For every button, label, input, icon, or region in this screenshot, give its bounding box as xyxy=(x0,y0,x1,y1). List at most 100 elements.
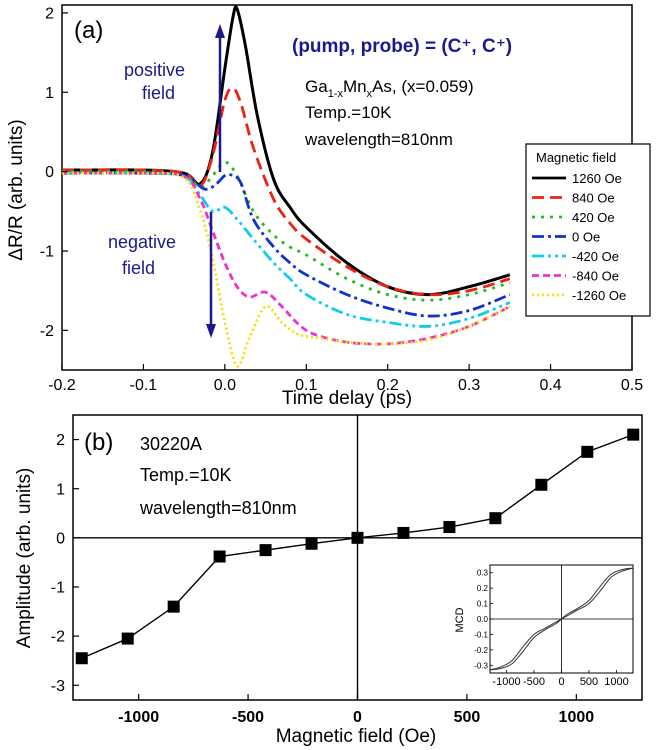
negative-label-line2: field xyxy=(122,258,155,278)
y-tick-label: -2 xyxy=(51,629,65,646)
x-tick-label: 0.2 xyxy=(377,377,399,394)
panel-a-formula-mn: Mn xyxy=(343,77,367,96)
negative-label-line1: negative xyxy=(108,232,176,252)
x-tick-label: 0 xyxy=(353,709,362,726)
curve--420oe xyxy=(62,171,511,328)
panel-a-xlabel: Time delay (ps) xyxy=(282,388,412,409)
data-point xyxy=(167,600,180,613)
positive-label-line2: field xyxy=(142,83,175,103)
data-point xyxy=(627,428,640,441)
y-tick-label: 2 xyxy=(56,432,65,449)
data-point xyxy=(397,526,410,539)
inset-y-tick-label: 0.0 xyxy=(477,615,489,624)
legend-label: -420 Oe xyxy=(572,249,619,264)
legend-label: 0 Oe xyxy=(572,230,600,245)
panel-a-formula-ga: Ga xyxy=(305,77,328,96)
x-tick-label: -0.1 xyxy=(130,377,158,394)
panel-b-temp: Temp.=10K xyxy=(140,465,232,485)
x-tick-label: 0.0 xyxy=(214,377,236,394)
panel-a-title: (pump, probe) = (C⁺, C⁺) xyxy=(292,36,512,57)
inset-y-tick-label: -0.2 xyxy=(474,646,488,655)
legend-label: 840 Oe xyxy=(572,191,615,206)
legend-box xyxy=(525,143,651,317)
inset-y-tick-label: -0.3 xyxy=(474,661,488,670)
panel-b-xlabel: Magnetic field (Oe) xyxy=(276,726,437,747)
data-point xyxy=(535,478,548,491)
panel-b-ticks: -1000 -500 0 500 1000 -3 -2 -1 0 1 2 xyxy=(51,432,594,726)
positive-arrow-head xyxy=(215,24,225,38)
negative-field-annotation: negative field xyxy=(108,232,176,278)
inset-x-tick-label: 500 xyxy=(580,676,598,688)
svg-text:Ga1-xMnxAs, (x=0.059): Ga1-xMnxAs, (x=0.059) xyxy=(305,77,474,100)
panel-a-sample-info: Ga1-xMnxAs, (x=0.059) Temp.=10K waveleng… xyxy=(304,77,474,149)
x-tick-label: -1000 xyxy=(118,709,159,726)
x-tick-label: 0.4 xyxy=(539,377,561,394)
y-tick-label: -2 xyxy=(40,323,54,340)
legend-title: Magnetic field xyxy=(536,150,616,165)
y-tick-label: 2 xyxy=(45,6,54,23)
legend-label: -1260 Oe xyxy=(572,288,626,303)
inset-mcd-curve xyxy=(489,567,634,671)
inset-ylabel: MCD xyxy=(454,607,466,632)
legend-label: -840 Oe xyxy=(572,269,619,284)
x-tick-label: 0.1 xyxy=(295,377,317,394)
negative-arrow-head xyxy=(206,324,216,338)
legend-label: 420 Oe xyxy=(572,210,615,225)
legend: Magnetic field 1260 Oe 840 Oe 420 Oe 0 Oe -4… xyxy=(525,143,651,317)
panel-a-wavelength: wavelength=810nm xyxy=(304,130,453,149)
curve-0oe xyxy=(62,171,511,318)
data-point xyxy=(213,550,226,563)
panel-a-formula-sub1: 1-x xyxy=(328,88,344,100)
x-tick-label: 0.3 xyxy=(458,377,480,394)
inset-x-tick-label: 0 xyxy=(558,676,564,688)
data-point xyxy=(305,537,318,550)
panel-a-label: (a) xyxy=(74,17,103,44)
data-point xyxy=(121,632,134,645)
panel-b-data xyxy=(73,415,642,700)
panel-a-ticks: -0.2 -0.1 0.0 0.1 0.2 0.3 0.4 0.5 -2 -1 0 1 2 xyxy=(40,6,643,394)
y-tick-label: 1 xyxy=(56,481,65,498)
panel-a-ylabel: ΔR/R (arb. units) xyxy=(6,119,27,261)
data-point xyxy=(75,652,88,665)
panel-b-wavelength: wavelength=810nm xyxy=(139,498,297,518)
panel-a-curves xyxy=(62,5,511,368)
y-tick-label: -1 xyxy=(40,244,54,261)
positive-label-line1: positive xyxy=(124,60,185,80)
panel-a: -0.2 -0.1 0.0 0.1 0.2 0.3 0.4 0.5 -2 -1 0 1 2 (a) (p… xyxy=(6,4,651,409)
data-point xyxy=(581,445,594,458)
y-tick-label: -3 xyxy=(51,678,65,695)
inset-y-tick-label: 0.2 xyxy=(477,584,489,593)
inset-x-tick-label: -500 xyxy=(523,676,545,688)
y-tick-label: -1 xyxy=(51,580,65,597)
inset-y-tick-label: 0.3 xyxy=(477,569,489,578)
panel-a-formula-rest: As, (x=0.059) xyxy=(372,77,474,96)
legend-label: 1260 Oe xyxy=(572,171,622,186)
inset-y-tick-label: 0.1 xyxy=(477,600,489,609)
curve-420oe xyxy=(62,160,511,302)
x-tick-label: -0.2 xyxy=(48,377,76,394)
inset-x-tick-label: 1000 xyxy=(604,676,628,688)
panel-a-temp: Temp.=10K xyxy=(305,103,392,122)
curve--840oe xyxy=(62,171,511,346)
y-tick-label: 1 xyxy=(45,85,54,102)
y-tick-label: 0 xyxy=(56,530,65,547)
curve--1260oe xyxy=(62,171,511,368)
data-point xyxy=(443,521,456,534)
legend-items: 1260 Oe 840 Oe 420 Oe 0 Oe -420 Oe -840 Oe -12… xyxy=(532,171,626,303)
x-tick-label: -500 xyxy=(232,709,264,726)
inset-content: -1000 -500 0 500 1000 -0.3 -0.2 -0.1 0.0 0.1 0.2 0.… xyxy=(474,565,634,688)
mcd-inset: -1000 -500 0 500 1000 -0.3 -0.2 -0.1 0.0 0.1 0.2 0.… xyxy=(454,564,634,688)
data-point xyxy=(351,531,364,544)
panel-b-sample-id: 30220A xyxy=(140,434,202,454)
data-point xyxy=(259,544,272,557)
inset-y-tick-label: -0.1 xyxy=(474,630,488,639)
positive-field-annotation: positive field xyxy=(124,60,185,103)
x-tick-label: 1000 xyxy=(559,709,595,726)
panel-a-formula-sub2: x xyxy=(367,88,373,100)
x-tick-label: 0.5 xyxy=(621,377,643,394)
y-tick-label: 0 xyxy=(45,164,54,181)
x-tick-label: 500 xyxy=(454,709,481,726)
panel-b-ylabel: Amplitude (arb. units) xyxy=(14,468,35,649)
